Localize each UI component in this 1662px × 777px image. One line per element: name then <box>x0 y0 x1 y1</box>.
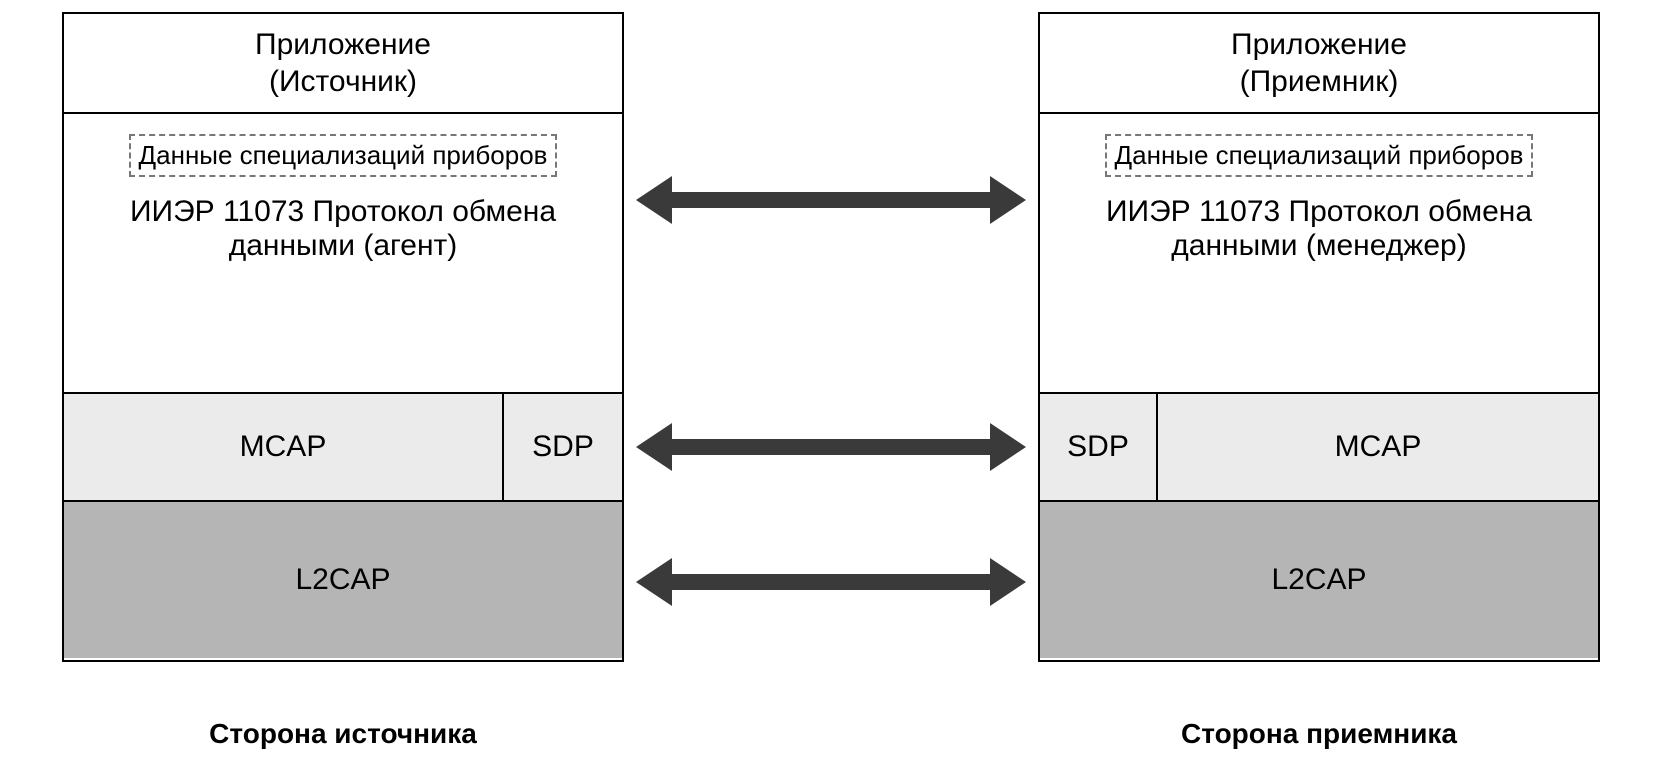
source-l2cap-label: L2CAP <box>295 561 390 599</box>
source-device-spec-label: Данные специализаций приборов <box>139 140 548 170</box>
source-stack: Приложение (Источник) Данные специализац… <box>62 12 624 662</box>
sink-sdp-mcap-row: SDP MCAP <box>1040 394 1598 502</box>
source-device-spec-box: Данные специализаций приборов <box>129 134 558 177</box>
sink-app-title-line2: (Приемник) <box>1240 63 1399 101</box>
sink-device-spec-box: Данные специализаций приборов <box>1105 134 1534 177</box>
source-app-layer: Приложение (Источник) <box>64 14 622 114</box>
sink-app-title-line1: Приложение <box>1231 26 1407 64</box>
sink-sdp-cell: SDP <box>1040 394 1158 500</box>
sink-l2cap-label: L2CAP <box>1271 561 1366 599</box>
protocol-stack-diagram: Приложение (Источник) Данные специализац… <box>0 0 1662 777</box>
source-app-title-line2: (Источник) <box>269 63 417 101</box>
source-app-title-line1: Приложение <box>255 26 431 64</box>
sink-stack: Приложение (Приемник) Данные специализац… <box>1038 12 1600 662</box>
source-mcap-sdp-row: MCAP SDP <box>64 394 622 502</box>
sink-caption: Сторона приемника <box>1038 718 1600 750</box>
sink-l2cap-layer: L2CAP <box>1040 502 1598 658</box>
sink-device-spec-label: Данные специализаций приборов <box>1115 140 1524 170</box>
source-sdp-cell: SDP <box>504 394 622 500</box>
sink-app-layer: Приложение (Приемник) <box>1040 14 1598 114</box>
sink-sdp-label: SDP <box>1067 430 1129 464</box>
arrow-2-head-left <box>636 423 672 471</box>
source-mcap-label: MCAP <box>240 430 327 464</box>
arrow-2-head-right <box>990 423 1026 471</box>
sink-mcap-cell: MCAP <box>1158 394 1598 500</box>
sink-ieee-layer: Данные специализаций приборов ИИЭР 11073… <box>1040 114 1598 394</box>
arrow-1-head-right <box>990 176 1026 224</box>
arrow-3-head-right <box>990 558 1026 606</box>
source-caption-text: Сторона источника <box>209 718 477 749</box>
sink-mcap-label: MCAP <box>1335 430 1422 464</box>
source-sdp-label: SDP <box>532 430 594 464</box>
source-mcap-cell: MCAP <box>64 394 504 500</box>
sink-ieee-label: ИИЭР 11073 Протокол обмена данными (мене… <box>1059 195 1579 263</box>
arrow-1-head-left <box>636 176 672 224</box>
source-l2cap-layer: L2CAP <box>64 502 622 658</box>
sink-caption-text: Сторона приемника <box>1181 718 1457 749</box>
source-ieee-label: ИИЭР 11073 Протокол обмена данными (аген… <box>83 195 603 263</box>
source-ieee-layer: Данные специализаций приборов ИИЭР 11073… <box>64 114 622 394</box>
source-caption: Сторона источника <box>62 718 624 750</box>
arrow-3-head-left <box>636 558 672 606</box>
